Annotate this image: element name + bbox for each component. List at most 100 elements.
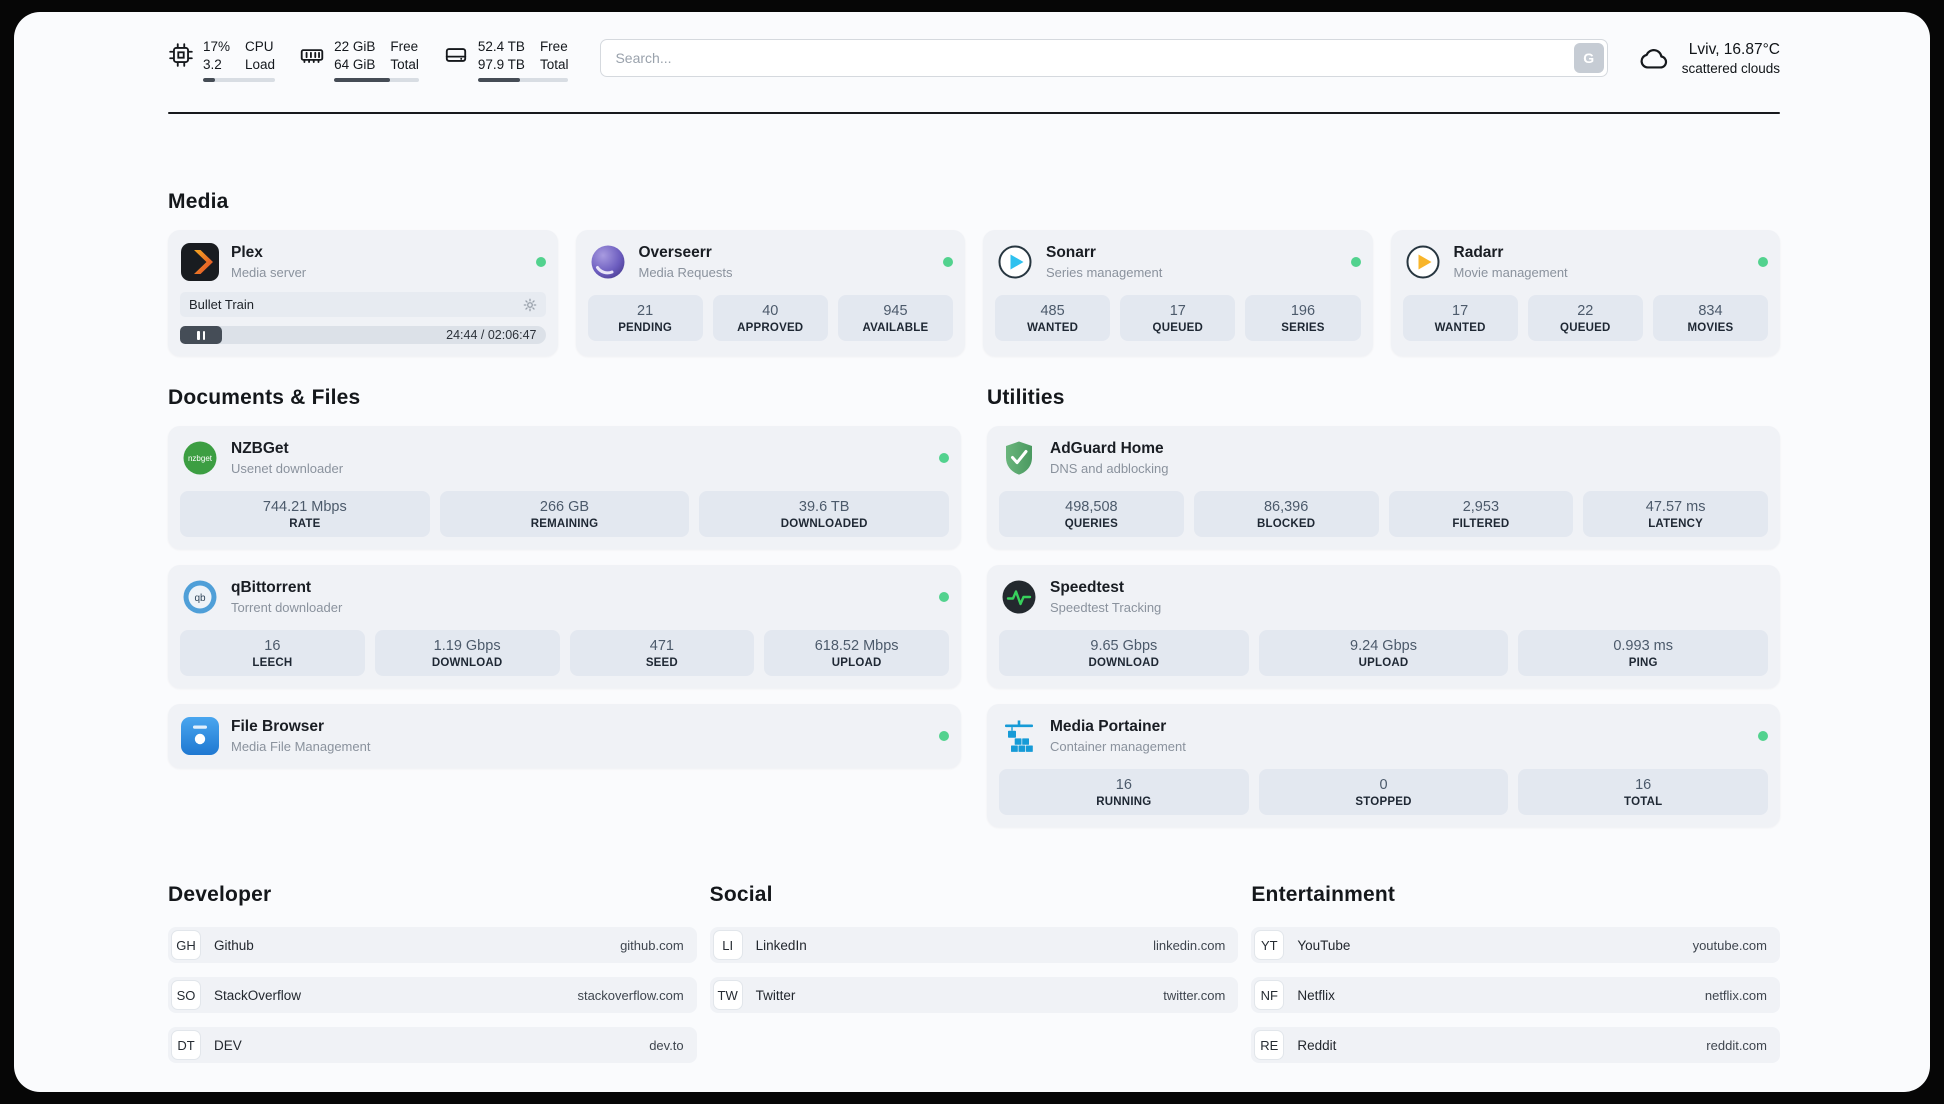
stat-value: 471: [649, 637, 674, 654]
stat-box: 39.6 TB DOWNLOADED: [699, 491, 950, 538]
app-card-filebrowser[interactable]: File Browser Media File Management: [168, 704, 961, 769]
stat-label: DOWNLOADED: [780, 517, 868, 530]
stat-value: 0.993 ms: [1613, 637, 1673, 654]
stat-box: 945 AVAILABLE: [837, 295, 954, 342]
bookmark-url: twitter.com: [1163, 987, 1226, 1003]
stat-label: SEED: [645, 656, 678, 669]
stat-box: 1.19 Gbps DOWNLOAD: [374, 630, 560, 677]
section-documents: Documents & Files nzbget NZBGet Usenet d…: [168, 386, 961, 827]
nzbget-icon: nzbget: [180, 438, 220, 478]
app-card-plex[interactable]: Plex Media server Bullet Train: [168, 230, 558, 357]
gear-icon[interactable]: [520, 295, 540, 315]
stat-box: 618.52 Mbps UPLOAD: [764, 630, 949, 677]
pause-button[interactable]: [180, 326, 222, 345]
stat-label: RATE: [289, 517, 321, 530]
stat-box: 47.57 ms LATENCY: [1583, 491, 1768, 538]
bookmark-name: StackOverflow: [214, 987, 302, 1003]
dashboard-panel: 17% 3.2 CPU Load: [14, 12, 1930, 1092]
bookmark-name: Twitter: [755, 987, 796, 1003]
bookmark-reddit[interactable]: RE Reddit reddit.com: [1251, 1027, 1780, 1064]
bookmark-url: youtube.com: [1692, 937, 1767, 953]
section-developer: Developer GH Github github.com SO StackO…: [168, 883, 697, 1077]
cpu-percent-value: 17%: [203, 39, 231, 54]
status-dot: [939, 453, 949, 464]
stat-label: BLOCKED: [1256, 517, 1316, 530]
cpu-icon: [168, 42, 194, 68]
stat-label: DOWNLOAD: [431, 656, 503, 669]
bookmark-name: DEV: [214, 1037, 242, 1053]
bookmark-netflix[interactable]: NF Netflix netflix.com: [1251, 977, 1780, 1014]
stat-label: WANTED: [1434, 321, 1486, 334]
stat-box: 834 MOVIES: [1652, 295, 1769, 342]
cpu-label-top: CPU: [245, 39, 274, 54]
stat-box: 21 PENDING: [587, 295, 703, 342]
app-card-radarr[interactable]: Radarr Movie management 17 WANTED 22 QUE…: [1390, 230, 1780, 357]
header-divider: [168, 112, 1780, 115]
stat-value: 16: [264, 637, 281, 654]
bookmark-url: stackoverflow.com: [577, 987, 684, 1003]
bookmark-name: Reddit: [1297, 1037, 1337, 1053]
speedtest-icon: [999, 577, 1039, 617]
bookmark-dev[interactable]: DT DEV dev.to: [168, 1027, 697, 1064]
stat-value: 40: [762, 302, 779, 319]
bookmark-youtube[interactable]: YT YouTube youtube.com: [1251, 927, 1780, 964]
section-media: Media Plex: [168, 190, 1780, 357]
stat-box: 471 SEED: [569, 630, 755, 677]
search-input[interactable]: [600, 39, 1608, 77]
memory-total-value: 64 GiB: [334, 56, 376, 72]
weather-widget[interactable]: Lviv, 16.87°C scattered clouds: [1638, 41, 1780, 76]
bookmark-twitter[interactable]: TW Twitter twitter.com: [709, 977, 1239, 1014]
radarr-icon: [1403, 242, 1443, 282]
plex-icon: [180, 242, 220, 282]
bookmark-name: Github: [214, 937, 254, 953]
stat-label: PENDING: [618, 321, 672, 334]
svg-text:qb: qb: [194, 593, 206, 604]
storage-free-value: 52.4 TB: [477, 39, 525, 54]
app-card-nzbget[interactable]: nzbget NZBGet Usenet downloader 744.21 M…: [168, 426, 961, 550]
bookmark-url: dev.to: [649, 1037, 684, 1053]
stat-label: LATENCY: [1648, 517, 1704, 530]
app-name: Media Portainer: [1050, 718, 1167, 736]
stat-box: 9.65 Gbps DOWNLOAD: [999, 630, 1249, 677]
stat-value: 47.57 ms: [1645, 498, 1706, 515]
stat-box: 86,396 BLOCKED: [1193, 491, 1379, 538]
app-name: Overseerr: [638, 244, 712, 262]
search-engine-button[interactable]: G: [1573, 43, 1604, 73]
stat-label: STOPPED: [1355, 795, 1412, 808]
stat-label: PING: [1628, 656, 1658, 669]
bookmark-stackoverflow[interactable]: SO StackOverflow stackoverflow.com: [168, 977, 697, 1014]
app-name: NZBGet: [231, 440, 289, 458]
stat-box: 9.24 Gbps UPLOAD: [1258, 630, 1509, 677]
playback-progress-bar[interactable]: 24:44 / 02:06:47: [180, 326, 546, 345]
bookmark-github[interactable]: GH Github github.com: [168, 927, 697, 964]
app-card-qbittorrent[interactable]: qb qBittorrent Torrent downloader 16 LEE…: [168, 565, 961, 689]
now-playing-bar: Bullet Train: [180, 292, 546, 318]
bookmark-name: LinkedIn: [755, 937, 807, 953]
cpu-widget: 17% 3.2 CPU Load: [168, 38, 276, 83]
stat-box: 16 RUNNING: [999, 769, 1249, 816]
bookmark-url: reddit.com: [1706, 1037, 1767, 1053]
app-card-overseerr[interactable]: Overseerr Media Requests 21 PENDING 40 A…: [575, 230, 965, 357]
stat-value: 21: [637, 302, 654, 319]
stat-value: 17: [1452, 302, 1469, 319]
app-card-portainer[interactable]: Media Portainer Container management 16 …: [987, 704, 1780, 828]
stat-label: RUNNING: [1096, 795, 1152, 808]
app-name: AdGuard Home: [1050, 440, 1164, 458]
app-card-adguard[interactable]: AdGuard Home DNS and adblocking 498,508 …: [987, 426, 1780, 550]
status-dot: [1758, 731, 1768, 742]
bookmark-icon: TW: [712, 980, 743, 1011]
memory-widget: 22 GiB 64 GiB Free Total: [299, 38, 419, 83]
stat-value: 196: [1290, 302, 1316, 319]
app-card-sonarr[interactable]: Sonarr Series management 485 WANTED 17 Q…: [983, 230, 1373, 357]
bookmark-url: netflix.com: [1704, 987, 1767, 1003]
bookmark-icon: RE: [1254, 1030, 1285, 1061]
app-name: qBittorrent: [231, 579, 312, 597]
stat-value: 1.19 Gbps: [433, 637, 501, 654]
section-title-developer: Developer: [168, 883, 272, 907]
app-name: File Browser: [231, 718, 325, 736]
bookmark-linkedin[interactable]: LI LinkedIn linkedin.com: [709, 927, 1239, 964]
storage-total-value: 97.9 TB: [477, 56, 525, 72]
stat-label: LEECH: [252, 656, 293, 669]
stat-box: 0.993 ms PING: [1518, 630, 1769, 677]
app-card-speedtest[interactable]: Speedtest Speedtest Tracking 9.65 Gbps D…: [987, 565, 1780, 689]
